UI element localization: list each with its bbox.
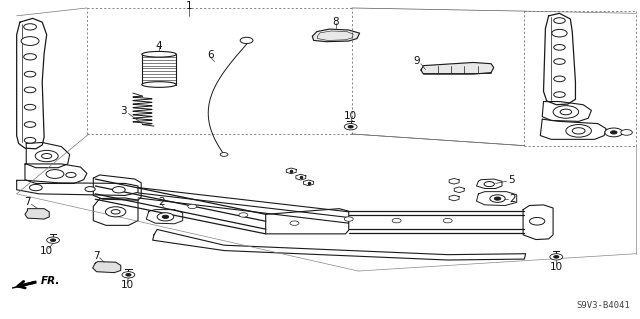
- Circle shape: [611, 131, 617, 134]
- Text: 1: 1: [186, 1, 193, 11]
- Circle shape: [240, 37, 253, 44]
- Circle shape: [29, 184, 42, 191]
- Circle shape: [566, 124, 591, 137]
- Text: FR.: FR.: [40, 276, 60, 286]
- Circle shape: [621, 130, 632, 135]
- Circle shape: [344, 217, 353, 221]
- Circle shape: [24, 87, 36, 93]
- Circle shape: [126, 274, 131, 276]
- Circle shape: [66, 173, 76, 177]
- Text: 2: 2: [509, 194, 516, 204]
- Text: 10: 10: [550, 262, 563, 272]
- Text: 9: 9: [413, 56, 420, 66]
- Text: 7: 7: [24, 197, 31, 207]
- Text: 3: 3: [120, 106, 127, 116]
- Circle shape: [444, 219, 452, 223]
- Circle shape: [554, 92, 565, 97]
- Text: 4: 4: [156, 41, 163, 51]
- Text: S9V3-B4041: S9V3-B4041: [576, 301, 630, 310]
- Circle shape: [85, 187, 95, 192]
- Text: 10: 10: [40, 246, 53, 256]
- Ellipse shape: [142, 51, 176, 57]
- Circle shape: [560, 109, 572, 115]
- Circle shape: [24, 104, 36, 110]
- Circle shape: [552, 29, 567, 37]
- Circle shape: [494, 197, 500, 200]
- Circle shape: [21, 37, 39, 45]
- Text: 6: 6: [207, 50, 214, 60]
- Circle shape: [554, 256, 559, 258]
- Circle shape: [554, 59, 565, 64]
- Text: 2: 2: [158, 197, 165, 207]
- Circle shape: [572, 128, 585, 134]
- Circle shape: [529, 218, 545, 225]
- Circle shape: [24, 71, 36, 77]
- Circle shape: [344, 123, 357, 130]
- Text: 10: 10: [344, 111, 357, 121]
- Polygon shape: [93, 262, 121, 273]
- Circle shape: [554, 18, 565, 23]
- Text: 7: 7: [93, 251, 100, 261]
- Circle shape: [24, 24, 36, 30]
- Text: 10: 10: [120, 280, 134, 290]
- Circle shape: [348, 125, 353, 128]
- Circle shape: [188, 204, 196, 209]
- Circle shape: [550, 254, 563, 260]
- Circle shape: [47, 237, 60, 243]
- Text: 8: 8: [333, 17, 339, 26]
- Polygon shape: [421, 63, 493, 74]
- Circle shape: [290, 221, 299, 225]
- Circle shape: [106, 207, 126, 217]
- Polygon shape: [312, 29, 360, 42]
- Circle shape: [220, 152, 228, 156]
- Circle shape: [24, 122, 36, 127]
- Circle shape: [490, 195, 505, 202]
- Circle shape: [239, 213, 248, 217]
- Circle shape: [553, 106, 579, 118]
- Polygon shape: [12, 281, 36, 288]
- Circle shape: [24, 54, 36, 60]
- Circle shape: [122, 272, 135, 278]
- Circle shape: [157, 213, 173, 221]
- Circle shape: [35, 150, 58, 162]
- Ellipse shape: [142, 82, 176, 87]
- Circle shape: [111, 210, 120, 214]
- Circle shape: [163, 215, 169, 219]
- Circle shape: [605, 128, 623, 137]
- Circle shape: [484, 182, 494, 187]
- Circle shape: [554, 76, 565, 82]
- Circle shape: [554, 45, 565, 50]
- Polygon shape: [25, 209, 49, 219]
- Circle shape: [46, 170, 64, 178]
- Circle shape: [24, 137, 36, 143]
- Circle shape: [51, 239, 56, 241]
- Circle shape: [113, 187, 125, 193]
- Circle shape: [392, 219, 401, 223]
- Circle shape: [42, 153, 52, 159]
- Text: 5: 5: [508, 175, 515, 185]
